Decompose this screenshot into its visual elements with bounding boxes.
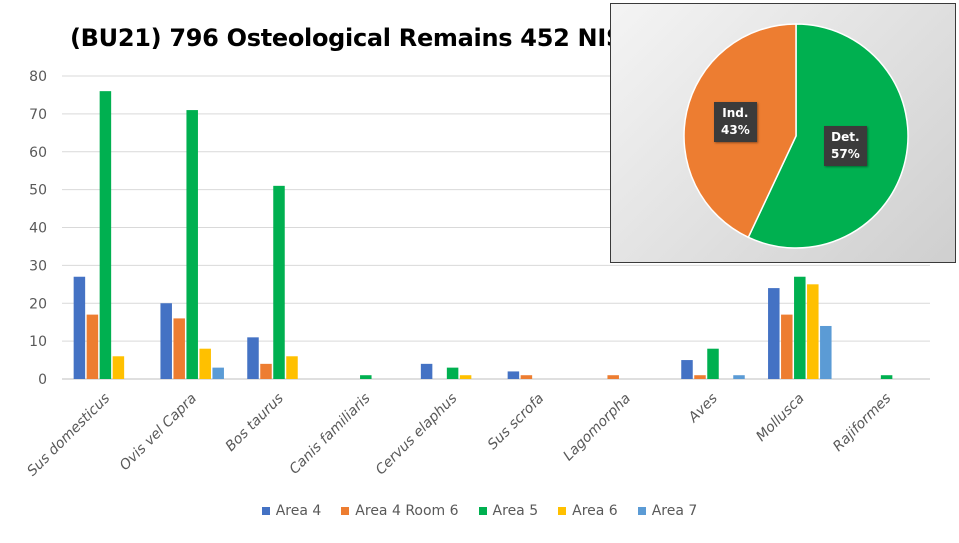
bar: [880, 375, 893, 379]
pie-chart: [683, 23, 909, 249]
bar: [260, 363, 272, 379]
x-tick-label: Canis familiaris: [287, 391, 374, 478]
x-tick-label: Lagomorpha: [560, 391, 634, 465]
bar: [820, 325, 832, 379]
legend-swatch: [558, 507, 567, 515]
bar: [73, 276, 86, 379]
y-tick-label: 0: [38, 372, 47, 388]
bar: [794, 276, 806, 379]
bar: [273, 185, 285, 379]
bar: [707, 348, 719, 379]
bar: [733, 375, 745, 379]
pie-label-det-name: Det.: [831, 130, 860, 144]
legend-label: Area 4: [275, 503, 322, 519]
y-tick-label: 50: [29, 183, 47, 199]
pie-chart-panel: Ind. 43% Det. 57%: [610, 3, 956, 263]
x-tick-label: Mollusca: [753, 391, 807, 445]
bar: [247, 337, 259, 379]
bar: [99, 91, 112, 380]
chart-title: (BU21) 796 Osteological Remains 452 NISP: [70, 24, 641, 52]
y-tick-label: 70: [29, 107, 47, 123]
x-tick-label: Sus scrofa: [485, 391, 547, 453]
bar: [420, 363, 433, 379]
legend-item: Area 5: [478, 503, 539, 519]
y-tick-label: 40: [29, 221, 47, 237]
x-tick-label: Ovis vel Capra: [117, 391, 200, 474]
x-tick-label: Cervus elaphus: [373, 391, 461, 479]
x-tick-label: Bos taurus: [223, 391, 287, 455]
legend-label: Area 4 Room 6: [355, 503, 459, 519]
bar: [160, 303, 172, 379]
bars: [73, 91, 893, 380]
bar: [186, 110, 198, 380]
legend-label: Area 6: [572, 503, 618, 519]
legend-label: Area 5: [492, 503, 539, 519]
legend: Area 4 Area 4 Room 6 Area 5 Area 6 Area 7: [0, 503, 959, 519]
pie-label-ind-name: Ind.: [722, 106, 749, 120]
bar: [212, 367, 224, 379]
legend-item: Area 4 Room 6: [341, 503, 459, 519]
bar: [768, 288, 780, 379]
grid-lines: [62, 75, 930, 380]
x-tick-label: Aves: [685, 391, 721, 427]
bar: [286, 356, 298, 379]
bar: [694, 375, 706, 379]
legend-item: Area 7: [637, 503, 698, 519]
y-tick-label: 60: [29, 145, 47, 161]
bar: [446, 367, 459, 379]
x-tick-label: Sus domesticus: [24, 391, 113, 480]
bar: [86, 314, 99, 379]
legend-swatch: [261, 507, 270, 515]
bar: [112, 356, 125, 379]
bar: [507, 371, 520, 379]
x-axis-ticks: Sus domesticus Ovis vel Capra Bos taurus Ca…: [24, 391, 894, 480]
legend-swatch: [341, 507, 350, 515]
bar: [607, 375, 619, 379]
pie-label-det-value: 57%: [831, 147, 860, 161]
y-tick-label: 30: [29, 258, 47, 274]
legend-item: Area 4: [261, 503, 322, 519]
pie-label-det: Det. 57%: [824, 126, 867, 166]
pie-label-ind: Ind. 43%: [714, 102, 757, 142]
legend-swatch: [478, 507, 487, 515]
bar: [520, 375, 533, 379]
legend-swatch: [637, 507, 646, 515]
bar: [459, 375, 472, 379]
x-tick-label: Rajiformes: [830, 391, 894, 455]
bar: [173, 318, 185, 379]
bar: [360, 375, 372, 379]
bar: [681, 360, 693, 379]
legend-item: Area 6: [558, 503, 618, 519]
bar: [781, 314, 793, 379]
bar: [199, 348, 211, 379]
y-axis-ticks: 0 10 20 30 40 50 60 70 80: [29, 69, 47, 388]
y-tick-label: 20: [29, 296, 47, 312]
pie-label-ind-value: 43%: [721, 123, 750, 137]
legend-label: Area 7: [651, 503, 698, 519]
y-tick-label: 10: [29, 334, 47, 350]
y-tick-label: 80: [29, 69, 47, 85]
bar: [807, 284, 819, 379]
